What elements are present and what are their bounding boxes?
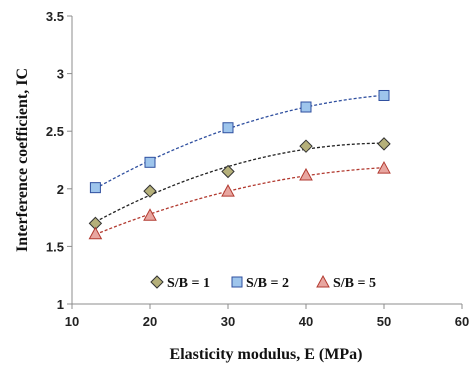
data-point-series-2	[144, 156, 156, 168]
data-point-series-3	[88, 226, 103, 240]
trendline-series-1	[95, 142, 385, 223]
data-point-series-2	[300, 101, 312, 113]
trendline-series-2	[95, 94, 385, 190]
data-point-series-1	[377, 137, 391, 151]
legend-label-2: S/B = 2	[246, 276, 289, 291]
data-points	[88, 89, 391, 240]
y-axis-title: Interference coefficient, IC	[14, 68, 31, 252]
x-tick-label: 10	[65, 314, 79, 329]
legend-item-1: S/B = 1	[150, 275, 210, 291]
data-point-series-2	[222, 122, 234, 134]
x-tick-label: 60	[455, 314, 469, 329]
trendlines	[95, 94, 385, 236]
data-point-series-3	[377, 161, 391, 174]
x-tick-label: 50	[377, 314, 391, 329]
data-point-series-2	[89, 182, 101, 194]
data-point-series-3	[299, 167, 313, 181]
y-tick-label: 1	[57, 297, 64, 312]
legend-marker-1	[150, 275, 164, 289]
y-tick-label: 2	[57, 182, 64, 197]
data-point-series-3	[143, 208, 157, 221]
y-tick-label: 3.5	[46, 9, 64, 24]
legend-marker-2	[231, 276, 243, 288]
x-tick-label: 30	[221, 314, 235, 329]
data-point-series-3	[221, 184, 235, 197]
y-tick-label: 1.5	[46, 239, 64, 254]
y-tick-label: 2.5	[46, 124, 64, 139]
trendline-series-3	[95, 167, 385, 236]
x-tick-label: 40	[299, 314, 313, 329]
data-point-series-1	[299, 139, 313, 153]
legend: S/B = 1 S/B = 2 S/B = 5	[150, 274, 376, 291]
legend-marker-3	[316, 274, 330, 288]
legend-label-3: S/B = 5	[333, 276, 376, 291]
legend-item-3: S/B = 5	[316, 274, 376, 291]
axes	[67, 15, 463, 309]
data-point-series-1	[143, 184, 157, 198]
legend-item-2: S/B = 2	[231, 276, 289, 291]
x-tick-label: 20	[143, 314, 157, 329]
y-tick-label: 3	[57, 67, 64, 82]
x-axis-title: Elasticity modulus, E (MPa)	[170, 346, 363, 363]
tick-labels: 10 20 30 40 50 60 1 1.5 2 2.5 3 3.5	[46, 9, 469, 329]
legend-label-1: S/B = 1	[167, 276, 210, 291]
data-point-series-1	[221, 164, 235, 179]
data-point-series-2	[378, 89, 390, 101]
